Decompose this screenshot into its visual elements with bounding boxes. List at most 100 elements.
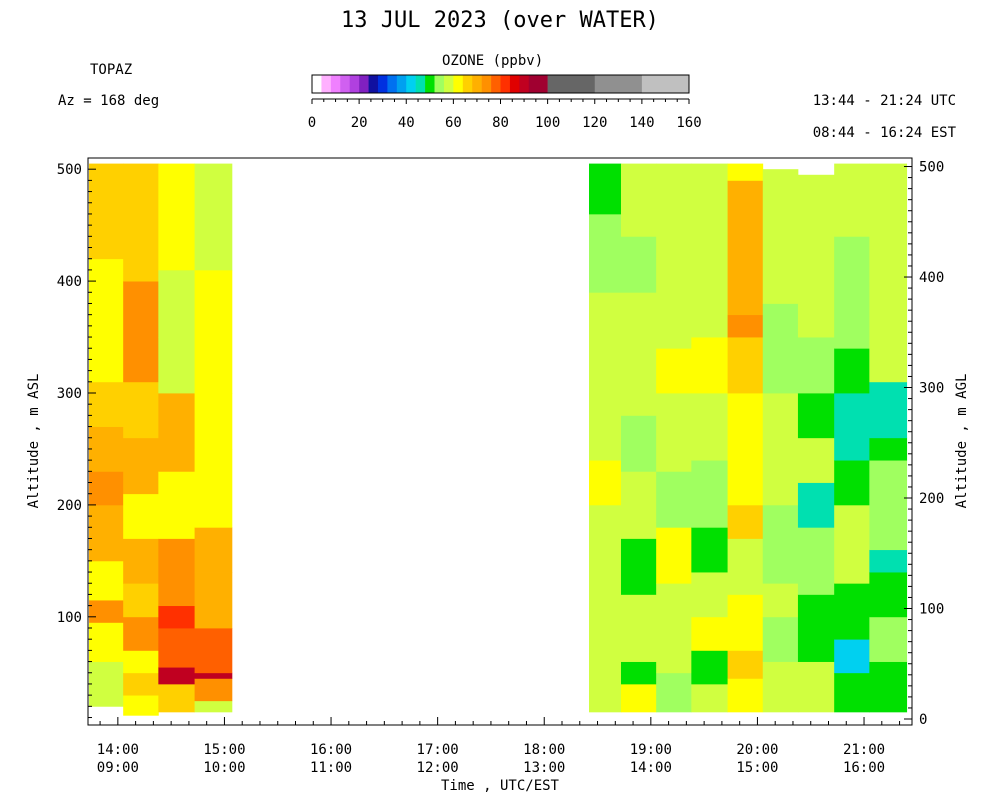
- heatmap-cell: [194, 572, 233, 629]
- colorbar-tick-label: 140: [629, 115, 654, 131]
- colorbar-tick-label: 20: [351, 115, 368, 131]
- y-tick-label-right: 300: [919, 381, 944, 397]
- heatmap-cell: [656, 583, 692, 629]
- heatmap-cell: [869, 163, 908, 237]
- heatmap-cell: [89, 504, 124, 562]
- heatmap-cell: [762, 661, 799, 713]
- plot-frame: [87, 157, 913, 726]
- heatmap-cell: [691, 616, 728, 651]
- colorbar-bin: [538, 75, 548, 93]
- heatmap-cell: [834, 163, 870, 237]
- heatmap-cell: [620, 594, 657, 662]
- heatmap-cell: [158, 471, 195, 539]
- x-tick-label-utc: 17:00: [417, 742, 459, 758]
- heatmap-cell: [123, 493, 159, 539]
- colorbar-bin: [349, 75, 360, 93]
- colorbar-bin: [462, 75, 473, 93]
- colorbar-bin: [519, 75, 530, 93]
- heatmap-cell: [691, 683, 728, 713]
- heatmap-cell: [123, 650, 159, 674]
- heatmap-cell: [834, 583, 870, 640]
- y-tick-label-right: 500: [919, 160, 944, 176]
- colorbar-bin: [368, 75, 379, 93]
- heatmap-cell: [691, 337, 728, 394]
- heatmap-cell: [727, 163, 764, 181]
- colorbar-bin: [406, 75, 416, 93]
- colorbar-frame: [311, 74, 690, 94]
- heatmap-cell: [834, 460, 870, 506]
- heatmap-cell: [123, 437, 159, 495]
- heatmap-cell: [194, 628, 233, 674]
- heatmap-cell: [89, 622, 124, 662]
- heatmap-cell: [869, 572, 908, 618]
- colorbar-tick-label: 120: [582, 115, 607, 131]
- heatmap-cell: [727, 504, 764, 539]
- heatmap-cell: [727, 650, 764, 679]
- heatmap-cell: [89, 163, 124, 260]
- y-tick-label-right: 100: [919, 602, 944, 618]
- heatmap-cell: [727, 393, 764, 450]
- heatmap-cell: [869, 437, 908, 461]
- heatmap-cell: [762, 448, 799, 506]
- heatmap-cell: [691, 650, 728, 685]
- heatmap-cell: [691, 460, 728, 528]
- heatmap-cell: [834, 393, 870, 461]
- heatmap-cell: [89, 661, 124, 679]
- colorbar-bin: [312, 75, 322, 93]
- colorbar-bin: [500, 75, 511, 93]
- heatmap-cell: [762, 616, 799, 662]
- heatmap-cell: [89, 600, 124, 623]
- heatmap-cell: [762, 303, 799, 394]
- heatmap-cell: [194, 448, 233, 528]
- colorbar-bin: [330, 75, 341, 93]
- colorbar-bin: [509, 75, 520, 93]
- heatmap-cell: [869, 281, 908, 383]
- x-tick-label-est: 13:00: [523, 760, 565, 776]
- colorbar-bin: [472, 75, 482, 93]
- colorbar-bin: [321, 75, 332, 93]
- heatmap-cell: [834, 236, 870, 349]
- y-tick-label-left: 300: [57, 386, 82, 402]
- heatmap-cell: [656, 393, 692, 472]
- heatmap-cell: [89, 471, 124, 506]
- heatmap-cell: [89, 426, 124, 472]
- x-tick-label-utc: 18:00: [523, 742, 565, 758]
- heatmap-cell: [656, 628, 692, 674]
- heatmap-cell: [89, 381, 124, 427]
- y-tick-label-left: 400: [57, 274, 82, 290]
- heatmap-cell: [691, 527, 728, 573]
- y-tick-label-left: 200: [57, 498, 82, 514]
- heatmap-cell: [762, 393, 799, 450]
- heatmap-cell: [869, 381, 908, 439]
- colorbar-bin: [453, 75, 464, 93]
- heatmap-cell: [691, 163, 728, 338]
- colorbar-bin: [434, 75, 445, 93]
- x-tick-label-est: 14:00: [630, 760, 672, 776]
- heatmap-cell: [89, 258, 124, 383]
- heatmap-cell: [620, 661, 657, 685]
- y-tick-label-right: 400: [919, 270, 944, 286]
- colorbar-bin: [641, 75, 690, 93]
- colorbar-title: OZONE (ppbv): [442, 53, 544, 69]
- x-tick-label-utc: 14:00: [97, 742, 139, 758]
- y-tick-label-right: 200: [919, 491, 944, 507]
- heatmap-cell: [727, 678, 764, 713]
- heatmap-cell: [620, 538, 657, 595]
- est-time-range: 08:44 - 16:24 EST: [812, 125, 956, 141]
- heatmap-cell: [797, 437, 835, 483]
- colorbar-bin: [340, 75, 350, 93]
- heatmap-cell: [194, 672, 233, 679]
- heatmap-cell: [123, 616, 159, 651]
- heatmap-cell: [656, 163, 692, 260]
- colorbar-bin: [443, 75, 454, 93]
- heatmap-cell: [797, 174, 835, 338]
- heatmap-cell: [589, 616, 622, 651]
- heatmap-cell: [123, 163, 159, 282]
- heatmap-cell: [834, 639, 870, 674]
- heatmap-cell: [123, 672, 159, 696]
- heatmap-cell: [194, 393, 233, 450]
- heatmap-cell: [762, 169, 799, 304]
- heatmap-cell: [656, 672, 692, 713]
- heatmap-cell: [727, 314, 764, 338]
- x-tick-label-utc: 19:00: [630, 742, 672, 758]
